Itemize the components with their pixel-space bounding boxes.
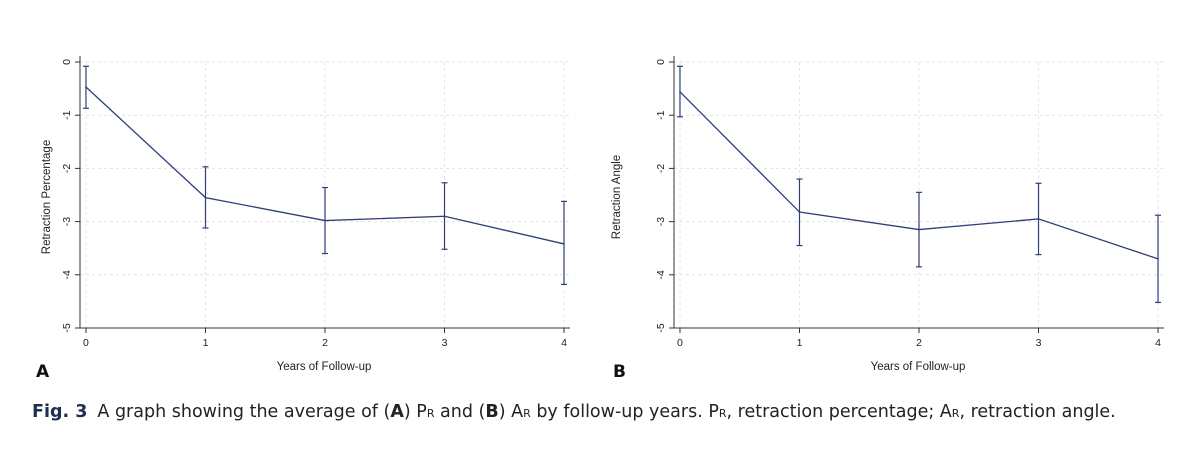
data-point	[85, 86, 87, 88]
data-point	[918, 228, 920, 231]
figure-label: Fig. 3	[32, 402, 88, 422]
caption-text: ) A	[498, 402, 524, 422]
y-tick-label: -4	[61, 270, 73, 279]
data-point	[1037, 218, 1040, 220]
x-tick-label: 4	[1155, 337, 1161, 349]
data-point	[324, 219, 326, 222]
caption-panel-b: B	[485, 402, 499, 422]
y-tick-label: -4	[655, 270, 667, 279]
panel-letter-a: A	[36, 362, 50, 382]
y-tick-label: -5	[655, 323, 667, 332]
y-tick-label: 0	[655, 59, 667, 65]
caption-panel-a: A	[390, 402, 404, 422]
chart-b: 0 -1 -2 -3 -4 -5 0 1 2 3 4 Years of Follow-up Retrac…	[611, 56, 1164, 373]
x-axis-title: Years of Follow-up	[277, 361, 372, 373]
caption-text: ) P	[403, 402, 427, 422]
y-tick-label: -3	[655, 217, 667, 226]
caption-text: , retraction angle.	[959, 402, 1116, 422]
data-point	[679, 90, 681, 93]
y-tick-label: -5	[61, 323, 73, 332]
y-tick-label: -3	[61, 217, 73, 226]
x-tick-label: 1	[797, 337, 803, 349]
y-tick-label: -1	[61, 110, 73, 119]
x-tick-label: 4	[561, 337, 567, 349]
x-axis-title: Years of Follow-up	[871, 361, 966, 373]
panel-letter-b: B	[613, 362, 626, 382]
caption-subscript: R	[718, 407, 727, 420]
caption-subscript: R	[523, 407, 531, 420]
x-tick-label: 1	[203, 337, 209, 349]
caption-text: , retraction percentage; A	[726, 402, 952, 422]
caption-text: and (	[434, 402, 486, 422]
data-point	[443, 215, 446, 218]
x-tick-label: 3	[442, 337, 448, 349]
y-tick-label: 0	[61, 59, 73, 65]
y-tick-label: -2	[61, 164, 73, 173]
data-point	[204, 196, 207, 199]
caption-subscript: R	[951, 407, 960, 420]
caption-text: A graph showing the average of (	[97, 402, 391, 422]
figure-caption: Fig. 3 A graph showing the average of (A)…	[32, 402, 1116, 422]
x-tick-label: 0	[677, 337, 683, 349]
data-point	[1157, 258, 1159, 260]
y-axis-title: Retraction Percentage	[41, 140, 53, 254]
y-tick-label: -1	[655, 110, 667, 119]
y-tick-label: -2	[655, 164, 667, 173]
data-point	[798, 211, 801, 213]
data-point	[563, 243, 565, 245]
x-tick-label: 0	[83, 337, 89, 349]
y-axis-title: Retraction Angle	[611, 155, 623, 239]
x-tick-label: 2	[916, 337, 922, 349]
caption-text: by follow-up years. P	[530, 402, 719, 422]
chart-a: 0 -1 -2 -3 -4 -5 0 1 2 3 4 Years of Follow-up Retrac…	[41, 56, 570, 373]
caption-subscript: R	[426, 407, 435, 420]
x-tick-label: 3	[1036, 337, 1042, 349]
x-tick-label: 2	[322, 337, 328, 349]
